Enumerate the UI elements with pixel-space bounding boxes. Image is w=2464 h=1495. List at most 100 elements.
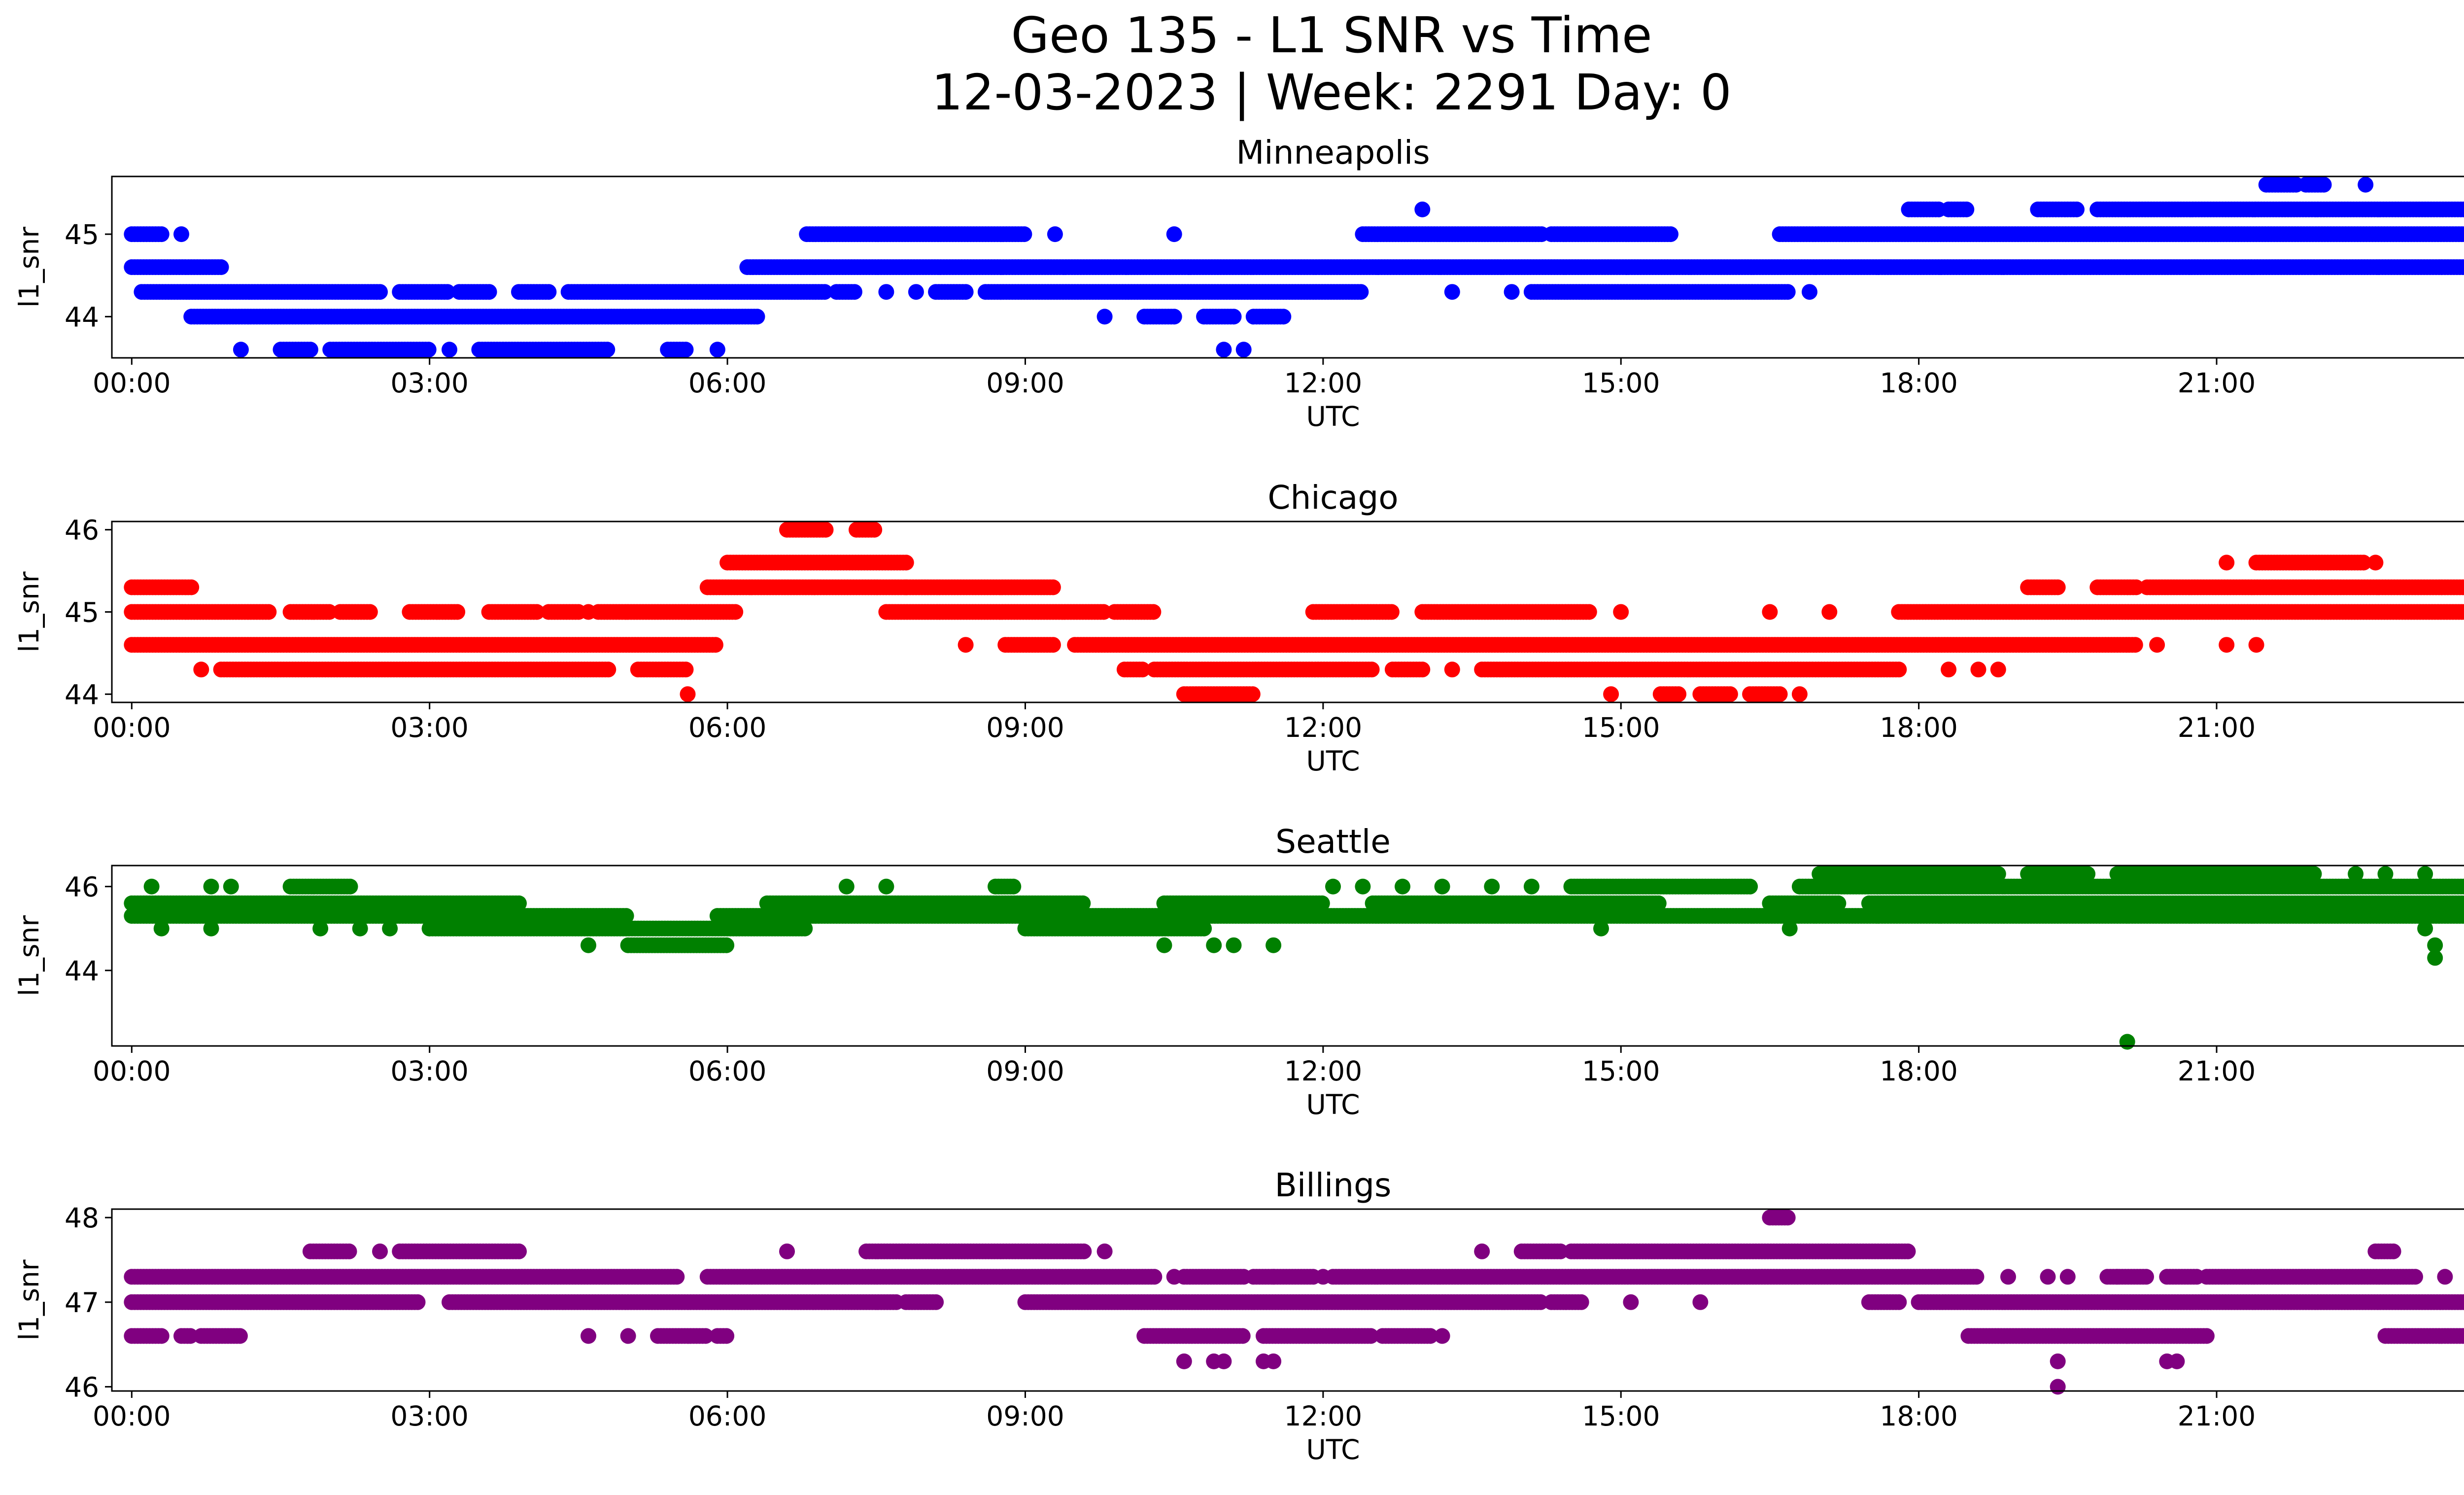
data-point xyxy=(193,661,209,678)
data-point xyxy=(581,604,596,620)
data-point xyxy=(1364,661,1380,678)
data-point xyxy=(372,284,388,300)
data-point xyxy=(1772,686,1788,702)
data-point xyxy=(1671,686,1687,702)
x-tick-label: 12:00 xyxy=(1284,712,1363,743)
data-point xyxy=(1166,226,1182,243)
data-point xyxy=(362,604,378,620)
x-tick-label: 15:00 xyxy=(1582,712,1660,743)
data-point xyxy=(1504,284,1520,300)
data-point xyxy=(511,895,527,911)
data-point xyxy=(1762,604,1778,620)
data-point xyxy=(439,284,455,300)
x-tick-label: 09:00 xyxy=(986,712,1064,743)
data-point xyxy=(153,226,170,243)
data-point xyxy=(449,604,466,620)
data-point xyxy=(2050,579,2066,595)
data-point xyxy=(678,342,694,358)
data-point xyxy=(846,284,862,300)
data-point xyxy=(1722,686,1738,702)
data-point xyxy=(1353,284,1369,300)
data-point xyxy=(1663,226,1678,243)
x-axis-label: UTC xyxy=(1306,401,1360,432)
y-axis-label: l1_snr xyxy=(13,571,45,652)
data-point xyxy=(1096,309,1113,325)
data-point xyxy=(1603,686,1619,702)
data-point xyxy=(261,604,277,620)
data-point xyxy=(442,342,457,358)
data-point xyxy=(1891,661,1907,678)
data-point xyxy=(1045,579,1061,595)
x-tick-label: 06:00 xyxy=(688,712,767,743)
x-tick-label: 09:00 xyxy=(986,367,1064,399)
subplot-title: Seattle xyxy=(1275,823,1391,861)
data-series xyxy=(124,176,2464,358)
figure-title-line2: 12-03-2023 | Week: 2291 Day: 0 xyxy=(931,64,1731,121)
data-point xyxy=(709,342,725,358)
data-point xyxy=(818,522,834,538)
data-point xyxy=(727,604,744,620)
x-tick-label: 03:00 xyxy=(390,712,469,743)
data-point xyxy=(2358,176,2374,193)
data-point xyxy=(2219,637,2235,653)
data-point xyxy=(233,342,249,358)
data-point xyxy=(749,309,765,325)
data-point xyxy=(1383,604,1400,620)
data-point xyxy=(898,579,914,595)
data-point xyxy=(2248,637,2264,653)
data-point xyxy=(958,637,974,653)
data-point xyxy=(183,579,200,595)
y-tick-label: 45 xyxy=(65,219,99,250)
y-axis-label: l1_snr xyxy=(13,227,45,308)
data-point xyxy=(958,284,974,300)
y-tick-label: 44 xyxy=(65,301,99,333)
data-point xyxy=(1958,201,1975,217)
x-tick-label: 00:00 xyxy=(93,367,171,399)
x-tick-label: 00:00 xyxy=(93,712,171,743)
data-point xyxy=(1226,309,1242,325)
data-point xyxy=(420,342,437,358)
data-point xyxy=(541,284,557,300)
data-point xyxy=(1145,604,1162,620)
figure-title-line1: Geo 135 - L1 SNR vs Time xyxy=(1011,6,1652,64)
data-point xyxy=(1970,661,1986,678)
data-point xyxy=(678,661,694,678)
data-point xyxy=(302,342,318,358)
data-point xyxy=(2460,227,2464,242)
data-point xyxy=(600,661,616,678)
data-point xyxy=(1941,661,1957,678)
data-point xyxy=(817,284,833,300)
x-axis-label: UTC xyxy=(1306,745,1360,777)
data-point xyxy=(2316,176,2332,193)
x-tick-label: 06:00 xyxy=(688,367,767,399)
data-point xyxy=(1444,284,1460,300)
data-point xyxy=(213,259,229,275)
data-point xyxy=(2127,637,2143,653)
data-point xyxy=(2367,555,2384,571)
data-point xyxy=(866,522,883,538)
data-point xyxy=(1802,284,1817,300)
y-tick-label: 46 xyxy=(65,515,99,546)
data-point xyxy=(1613,604,1629,620)
subplot-title: Chicago xyxy=(1267,479,1398,517)
data-series xyxy=(124,866,2464,1050)
data-point xyxy=(908,284,924,300)
data-point xyxy=(1444,661,1460,678)
data-point xyxy=(1216,342,1232,358)
x-tick-label: 03:00 xyxy=(390,367,469,399)
x-tick-label: 15:00 xyxy=(1582,367,1660,399)
subplot-title: Minneapolis xyxy=(1236,134,1430,172)
data-point xyxy=(1414,201,1431,217)
data-point xyxy=(1821,604,1838,620)
data-point xyxy=(1016,226,1032,243)
data-point xyxy=(1780,284,1796,300)
data-point xyxy=(173,226,189,243)
y-tick-label: 45 xyxy=(65,597,99,628)
data-point xyxy=(2069,201,2085,217)
data-point xyxy=(481,284,497,300)
data-point xyxy=(1047,226,1063,243)
data-point xyxy=(1791,686,1808,702)
